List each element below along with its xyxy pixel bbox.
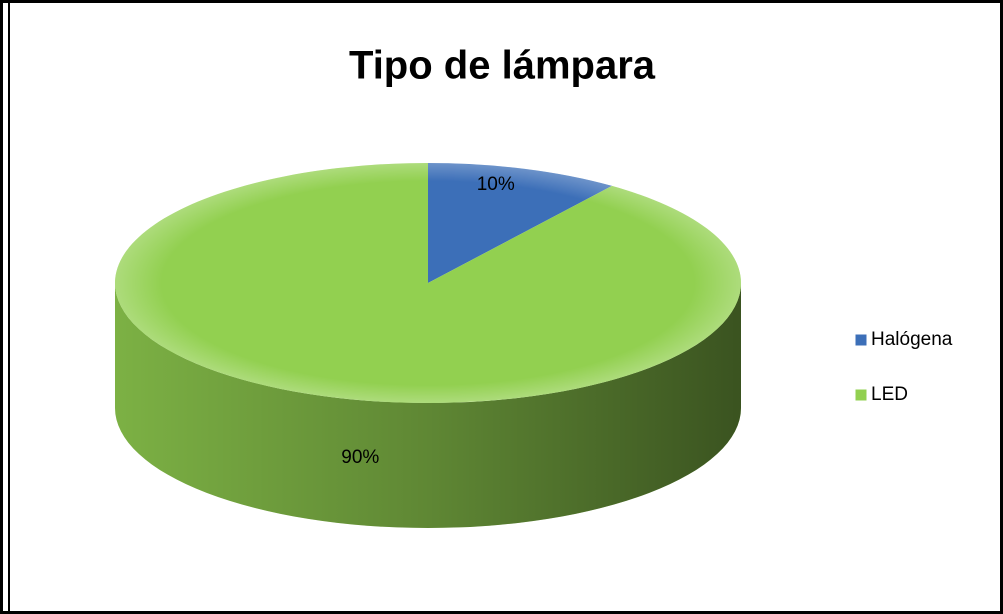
slice-side-shade: [115, 283, 741, 528]
top-highlight: [115, 163, 741, 403]
legend-swatch: [854, 388, 868, 402]
chart-title: Tipo de lámpara: [349, 44, 656, 88]
legend-swatch: [854, 333, 868, 347]
legend-label: Halógena: [871, 329, 953, 350]
legend-label: LED: [871, 384, 908, 405]
data-label: 90%: [341, 447, 379, 468]
data-label: 10%: [477, 174, 515, 195]
